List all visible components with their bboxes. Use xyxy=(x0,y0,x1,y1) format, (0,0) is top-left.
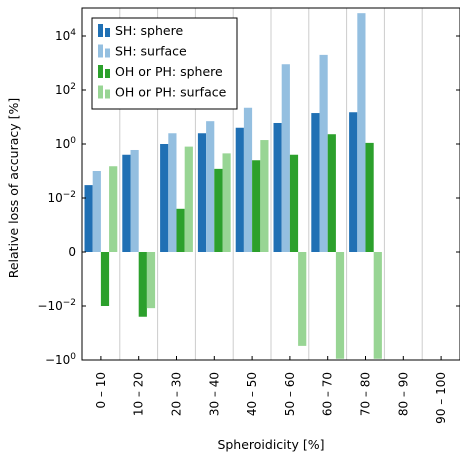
bar xyxy=(243,107,253,253)
x-tick-label: 0 – 10 xyxy=(94,372,108,409)
bar xyxy=(289,154,299,252)
legend-swatch xyxy=(105,89,110,99)
bar xyxy=(184,146,193,252)
legend-swatch xyxy=(98,44,103,58)
bar xyxy=(176,208,185,252)
bar xyxy=(365,142,374,252)
legend-label: OH or PH: sphere xyxy=(115,64,223,79)
bar xyxy=(92,171,101,252)
bar xyxy=(235,127,244,252)
bar xyxy=(281,64,290,253)
x-axis: 0 – 10 10 – 20 20 – 30 30 – 40 40 – 50 50 – 6… xyxy=(94,356,448,424)
y-tick-label: −100 xyxy=(45,352,76,367)
x-tick-label: 10 – 20 xyxy=(132,372,146,416)
bar xyxy=(160,144,169,252)
y-tick-label: 104 xyxy=(55,28,76,43)
legend-swatch xyxy=(98,85,103,99)
bar xyxy=(100,252,110,306)
legend-label: SH: surface xyxy=(115,44,187,59)
bar xyxy=(109,166,118,252)
bar xyxy=(357,13,366,252)
bar xyxy=(349,112,358,252)
bars xyxy=(84,13,382,359)
legend: SH: sphere SH: surface OH or PH: sphere OH … xyxy=(91,17,238,110)
y-tick-label: 10−2 xyxy=(47,190,76,205)
bar xyxy=(373,252,382,359)
x-tick-label: 90 – 100 xyxy=(434,372,448,424)
bar xyxy=(298,252,307,346)
x-tick-label: 50 – 60 xyxy=(283,372,297,416)
x-tick-label: 20 – 30 xyxy=(170,372,184,416)
legend-swatch xyxy=(98,65,103,78)
x-tick-label: 70 – 80 xyxy=(359,372,373,416)
legend-swatch xyxy=(105,48,110,58)
bar xyxy=(311,113,320,253)
y-tick-label: 0 xyxy=(68,245,76,259)
legend-swatch xyxy=(98,24,103,37)
bar xyxy=(130,149,139,252)
y-tick-label: −10−2 xyxy=(37,298,76,313)
y-tick-label: 102 xyxy=(55,82,76,97)
bar xyxy=(214,168,223,252)
bar xyxy=(168,133,177,252)
bar xyxy=(138,252,147,317)
x-tick-label: 80 – 90 xyxy=(396,372,410,416)
bar xyxy=(335,252,345,359)
legend-label: OH or PH: surface xyxy=(115,85,227,100)
y-axis-label: Relative loss of accuracy [%] xyxy=(6,98,21,279)
bar xyxy=(206,121,215,253)
x-tick-label: 30 – 40 xyxy=(207,372,221,416)
legend-box xyxy=(91,17,238,110)
bar xyxy=(319,54,328,252)
x-tick-label: 40 – 50 xyxy=(245,372,259,416)
bar xyxy=(260,140,269,252)
bar xyxy=(197,133,207,252)
bar xyxy=(122,154,131,252)
bar xyxy=(146,252,156,309)
x-axis-label: Spheroidicity [%] xyxy=(217,437,324,452)
y-axis: 104 102 100 10−2 0 −10−2 −100 xyxy=(37,28,460,367)
y-tick-label: 100 xyxy=(55,136,76,151)
plot-frame xyxy=(81,7,460,361)
bar xyxy=(327,134,336,252)
legend-label: SH: sphere xyxy=(115,23,183,38)
bar xyxy=(252,160,261,252)
x-tick-label: 60 – 70 xyxy=(321,372,335,416)
legend-swatch xyxy=(105,28,110,37)
bar xyxy=(84,185,93,252)
bar xyxy=(222,153,231,252)
bar xyxy=(273,122,282,252)
legend-swatch xyxy=(105,69,110,78)
